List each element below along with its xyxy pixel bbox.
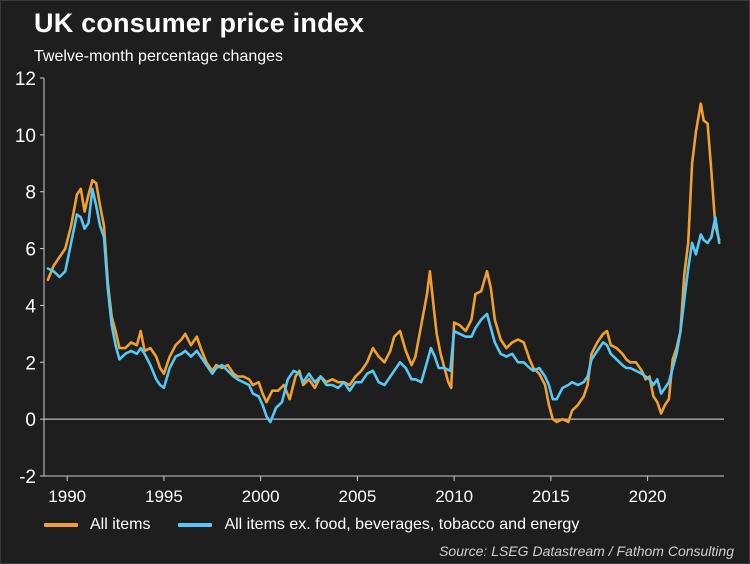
y-tick-label: 8 — [25, 183, 36, 204]
x-tick-label: 1995 — [145, 487, 183, 506]
legend-swatch-core — [178, 523, 213, 527]
y-tick-label: -2 — [19, 467, 36, 488]
chart-legend: All items All items ex. food, beverages,… — [44, 516, 607, 534]
x-tick-label: 2020 — [629, 487, 667, 506]
chart-title: UK consumer price index — [34, 8, 365, 38]
chart-subtitle: Twelve-month percentage changes — [34, 48, 284, 65]
legend-label-all-items: All items — [90, 516, 151, 533]
y-tick-label: 6 — [25, 240, 36, 261]
y-tick-label: 10 — [15, 126, 36, 147]
x-tick-label: 2010 — [435, 487, 473, 506]
legend-item-all-items: All items — [44, 516, 150, 534]
x-tick-label: 2005 — [338, 487, 376, 506]
x-tick-label: 2015 — [532, 487, 570, 506]
legend-label-core: All items ex. food, beverages, tobacco a… — [224, 516, 580, 533]
x-tick-label: 1990 — [48, 487, 86, 506]
legend-swatch-all-items — [44, 523, 78, 527]
y-tick-label: 4 — [25, 296, 36, 317]
source-note: Source: LSEG Datastream / Fathom Consult… — [439, 543, 734, 559]
series-line-all-items — [46, 102, 721, 424]
legend-item-core: All items ex. food, beverages, tobacco a… — [178, 516, 579, 534]
series-line-core — [46, 187, 721, 424]
x-tick-label: 2000 — [242, 487, 280, 506]
y-tick-label: 12 — [15, 69, 36, 90]
y-tick-label: 0 — [25, 410, 36, 431]
y-tick-label: 2 — [25, 353, 36, 374]
